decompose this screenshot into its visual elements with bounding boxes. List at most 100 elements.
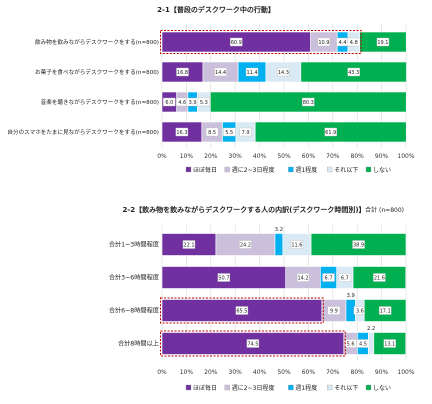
- chart1-data-label: 14.4: [215, 70, 226, 76]
- chart2-category-label: 合計3~6時間程度: [109, 274, 159, 282]
- chart2-data-label: 5.6: [347, 342, 355, 348]
- chart2-data-label: 3.6: [356, 309, 364, 315]
- chart1-tick-label: 60%: [302, 153, 316, 160]
- chart2-data-label: 21.6: [374, 276, 385, 282]
- chart2-data-label: 3.9: [347, 293, 355, 299]
- chart2-data-label: 38.9: [353, 243, 364, 249]
- chart1-tick-label: 90%: [375, 153, 389, 160]
- chart2-tick-label: 100%: [397, 369, 414, 376]
- chart2-data-label-box: [327, 306, 341, 315]
- chart1-data-label-box: [245, 67, 259, 77]
- chart2-legend-swatch: [288, 384, 294, 391]
- chart2-data-label: 13.1: [384, 342, 395, 348]
- chart2-highlight-box: [160, 297, 324, 324]
- chart2-data-label-box: [290, 240, 304, 249]
- chart2-legend-swatch: [365, 384, 372, 391]
- chart2-data-label-box: [296, 273, 310, 282]
- chart2-data-label-box: [239, 240, 252, 249]
- chart2-data-label-box: [246, 339, 260, 348]
- chart2-data-label: 3.2: [275, 227, 283, 233]
- chart1-tick-label: 100%: [397, 153, 414, 160]
- chart1-legend-swatch: [327, 166, 333, 173]
- chart2-tick-label: 70%: [326, 369, 340, 376]
- chart2-data-label-box: [182, 240, 196, 249]
- chart1-data-label-box: [376, 37, 390, 47]
- chart1-data-label-box: [324, 127, 337, 137]
- chart1-data-label-box: [347, 67, 360, 77]
- chart2-data-label: 22.1: [183, 243, 194, 249]
- chart2-data-label-box: [322, 273, 335, 282]
- chart2-data-label: 65.5: [236, 309, 247, 315]
- chart2-legend-label: 週に2~3日程度: [232, 384, 275, 392]
- chart1-data-label: 3.9: [189, 100, 197, 106]
- chart1-data-label-box: [205, 127, 219, 137]
- chart1-tick-label: 50%: [277, 153, 291, 160]
- chart2-tick-label: 90%: [375, 369, 389, 376]
- chart2-data-label: 4.5: [359, 342, 367, 348]
- chart2-tick-label: 50%: [277, 369, 291, 376]
- chart1-data-label: 11.4: [246, 70, 257, 76]
- chart1-data-label: 5.5: [225, 130, 233, 136]
- chart2-data-label-box: [338, 273, 352, 282]
- chart2-legend-swatch: [185, 384, 192, 391]
- chart1-legend-swatch: [365, 166, 372, 173]
- chart2-tick-label: 80%: [351, 369, 365, 376]
- chart2-data-label: 17.1: [380, 309, 391, 315]
- chart2-data-label: 11.6: [291, 243, 302, 249]
- chart1-data-label: 19.1: [377, 40, 388, 46]
- chart1-data-label-box: [317, 37, 331, 47]
- chart1-data-label: 61.9: [325, 130, 336, 136]
- chart1-tick-label: 80%: [351, 153, 365, 160]
- chart1-legend-label: 週に2~3日程度: [232, 166, 275, 174]
- chart1-tick-label: 40%: [253, 153, 267, 160]
- chart2-tick-label: 0%: [157, 369, 167, 376]
- chart2-data-label-box: [235, 306, 249, 315]
- chart1-data-label-box: [277, 67, 290, 77]
- chart2-tick-label: 20%: [204, 369, 218, 376]
- chart1-data-label: 16.3: [176, 130, 187, 136]
- chart1-data-label-box: [163, 97, 176, 107]
- chart2-data-label: 24.2: [240, 243, 251, 249]
- chart2-data-label-box: [378, 306, 392, 315]
- chart2-tick-label: 40%: [253, 369, 267, 376]
- chart1-data-label: 6.0: [165, 100, 173, 106]
- chart1-data-label: 7.9: [242, 130, 250, 136]
- chart2-legend-swatch: [224, 384, 230, 391]
- chart2-bar-segment: [274, 233, 284, 256]
- chart2-tick-label: 30%: [229, 369, 243, 376]
- chart1-tick-label: 20%: [204, 153, 218, 160]
- chart1-data-label: 43.3: [348, 70, 359, 76]
- chart1-tick-label: 30%: [229, 153, 243, 160]
- chart1-data-label: 80.3: [303, 100, 314, 106]
- chart1-data-label: 60.9: [231, 40, 242, 46]
- chart1-legend-swatch: [288, 166, 294, 173]
- chart2-legend-label: 週1程度: [295, 384, 317, 392]
- chart2-data-label-box: [373, 273, 386, 282]
- chart2-data-label: 6.7: [341, 276, 349, 282]
- chart2-tick-label: 60%: [302, 369, 316, 376]
- chart2-legend-label: ほぼ毎日: [193, 384, 217, 392]
- chart1-data-label-box: [302, 97, 315, 107]
- chart1-legend-swatch: [185, 166, 192, 173]
- chart1-data-label-box: [239, 127, 252, 137]
- chart1-legend-label: しない: [373, 167, 391, 174]
- chart1-data-label: 4.6: [178, 100, 186, 106]
- chart2-category-label: 合計6~8時間程度: [109, 307, 159, 315]
- chart1-data-label-box: [175, 127, 189, 137]
- chart2-legend-swatch: [327, 384, 333, 391]
- chart2-data-label-box: [344, 339, 357, 348]
- chart1-data-label-box: [230, 37, 243, 47]
- chart2-bar-segment: [368, 332, 375, 355]
- chart1-data-label: 4.4: [339, 40, 347, 46]
- chart1-category-label: お菓子を食べながらデスクワークをする(n=800): [35, 68, 159, 76]
- chart1-tick-label: 0%: [157, 153, 167, 160]
- chart1-data-label: 16.8: [177, 70, 188, 76]
- chart1-legend-label: ほぼ毎日: [193, 166, 217, 174]
- chart2-title: 2-2【飲み物を飲みながらデスクワークする人の内訳(デスクワーク時間別)】: [122, 205, 365, 214]
- chart1-data-label: 10.9: [318, 40, 329, 46]
- chart1-data-label: 14.3: [278, 70, 289, 76]
- chart1-category-label: 自分のスマホをたまに見ながらデスクワークをする(n=800): [7, 128, 159, 136]
- chart1-data-label-box: [214, 67, 227, 77]
